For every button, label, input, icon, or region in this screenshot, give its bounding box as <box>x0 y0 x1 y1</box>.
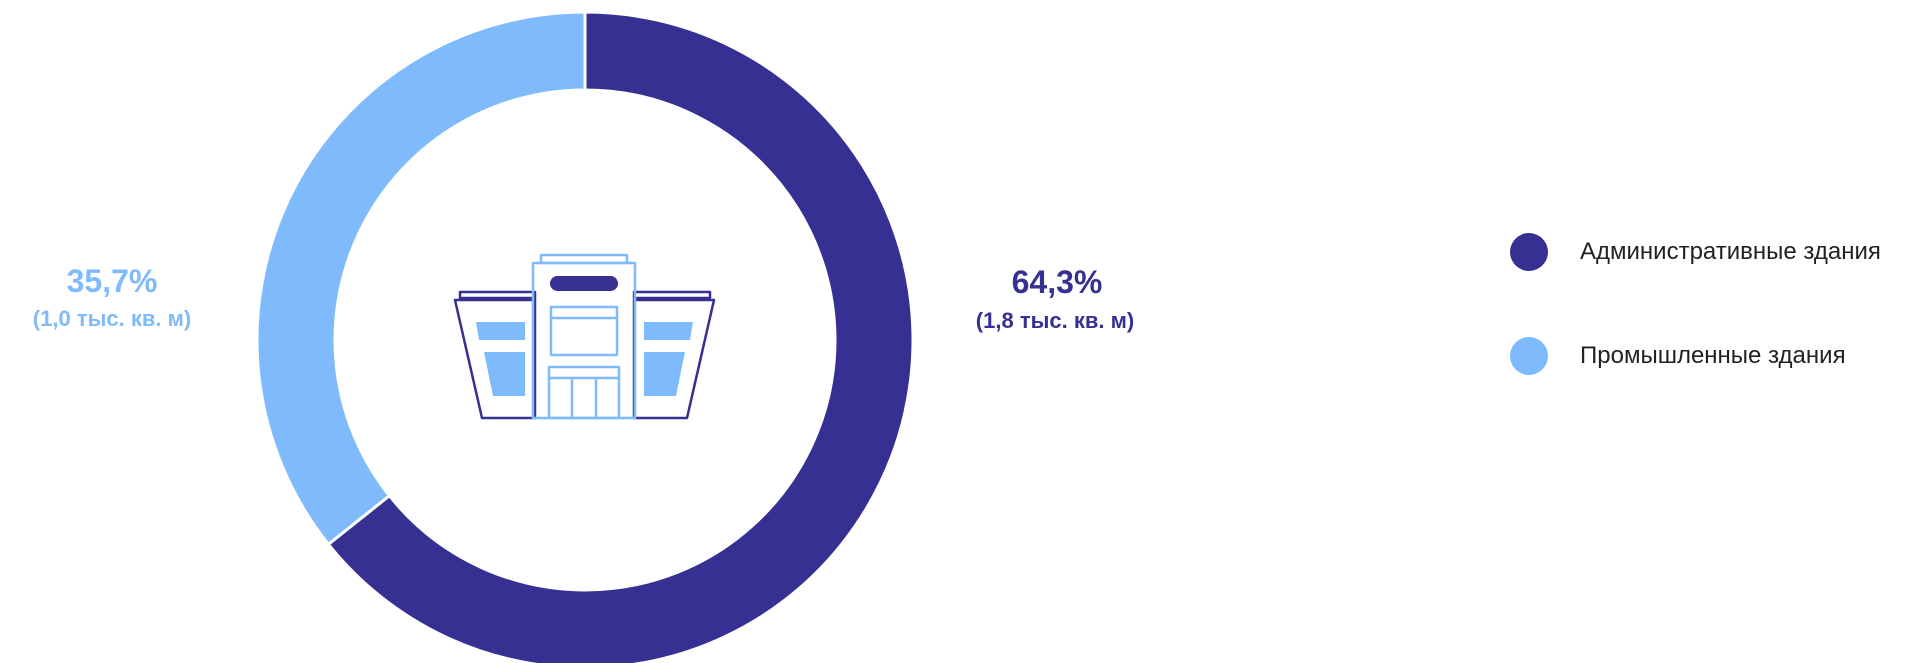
legend-swatch-administrative <box>1510 233 1548 271</box>
legend-label-administrative: Административные здания <box>1580 238 1881 265</box>
data-label-industrial: 35,7% <box>67 263 158 299</box>
legend-label-industrial: Промышленные здания <box>1580 342 1846 369</box>
chart-legend: Административные здания Промышленные зда… <box>1510 232 1881 440</box>
donut-slices <box>255 10 915 663</box>
legend-swatch-industrial <box>1510 337 1548 375</box>
data-label-administrative: 64,3% <box>1012 264 1103 300</box>
data-sublabel-administrative: (1,8 тыс. кв. м) <box>976 308 1134 333</box>
slice-industrial <box>255 10 587 547</box>
slice-administrative <box>326 10 915 663</box>
legend-item-administrative: Административные здания <box>1510 232 1881 272</box>
legend-item-industrial: Промышленные здания <box>1510 336 1881 376</box>
data-sublabel-industrial: (1,0 тыс. кв. м) <box>33 306 191 331</box>
building-icon <box>453 253 716 420</box>
